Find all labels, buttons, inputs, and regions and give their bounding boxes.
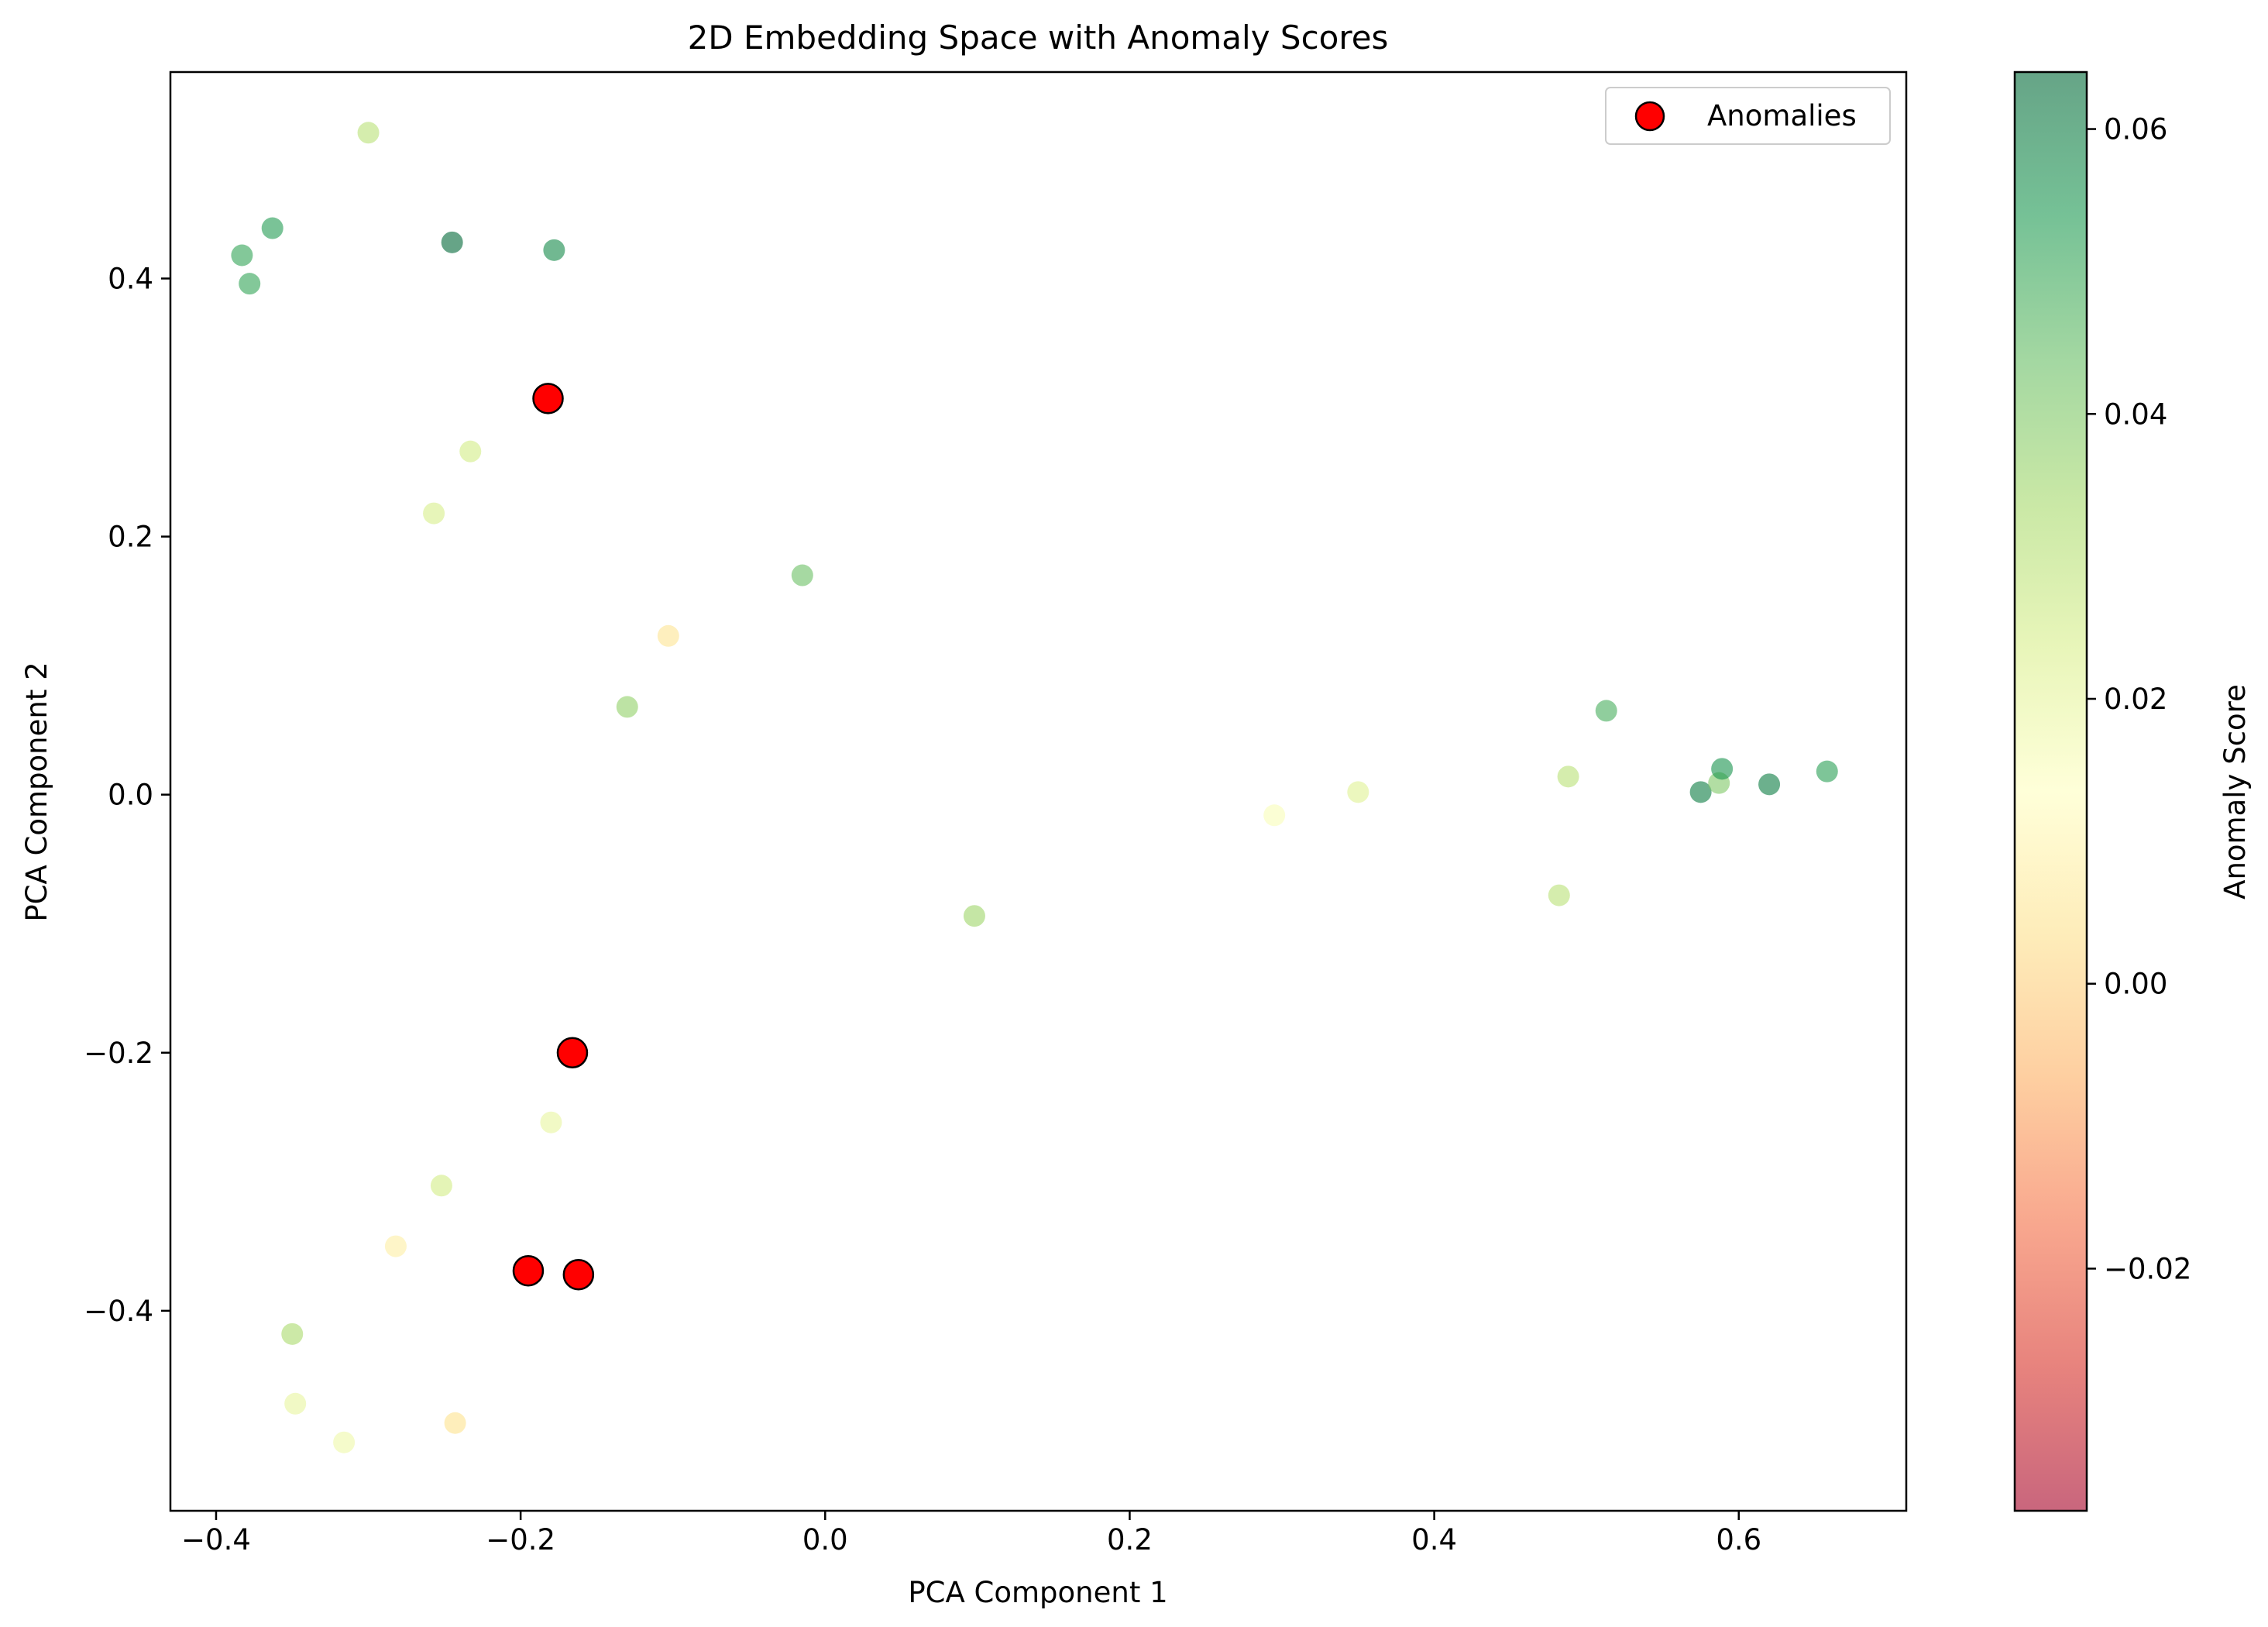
colorbar-frame [2013,71,2088,1512]
colorbar: −0.02 0.00 0.02 0.04 0.06 Anomaly Score [2013,71,2252,1512]
plot-frame [169,71,1908,1512]
points-layer [231,122,1838,1453]
x-axis-label: PCA Component 1 [908,1576,1167,1609]
legend-box [1605,87,1891,145]
data-point [239,273,261,295]
anomaly-point [532,383,564,414]
data-point [616,696,638,718]
colorbar-gradient [2015,72,2087,1511]
y-tick-label: −0.2 [84,1037,153,1070]
data-point [441,231,463,253]
data-point [1548,884,1570,906]
x-tick-label: 0.0 [802,1523,848,1556]
colorbar-tick-label: 0.00 [2104,968,2167,1001]
legend-label-anomalies: Anomalies [1707,99,1857,132]
data-point [231,244,253,267]
x-tick-label: −0.2 [486,1523,555,1556]
colorbar-tick-label: 0.02 [2104,683,2167,716]
x-tick-label: 0.6 [1716,1523,1761,1556]
colorbar-tick-label: 0.04 [2104,397,2167,431]
y-tick-label: 0.0 [108,779,153,812]
x-tick-label: 0.2 [1107,1523,1153,1556]
data-point [430,1175,452,1197]
data-point [1816,760,1838,783]
data-point [540,1111,562,1133]
data-point [1263,804,1286,827]
colorbar-tick-label: −0.02 [2104,1252,2191,1285]
colorbar-tick-label: 0.06 [2104,113,2167,146]
data-point [963,905,985,927]
data-point [261,217,284,239]
legend-marker-anomalies [1634,101,1665,132]
data-point [459,440,482,463]
x-tick-label: −0.4 [181,1523,251,1556]
data-point [281,1323,304,1345]
plot-area [169,71,1908,1512]
data-point [791,564,813,586]
chart-title: 2D Embedding Space with Anomaly Scores [688,19,1389,57]
y-tick-label: −0.4 [84,1295,153,1328]
data-point [1557,765,1579,788]
data-point [1347,781,1369,803]
colorbar-label: Anomaly Score [2218,684,2252,899]
data-point [384,1235,407,1257]
x-tick-label: 0.4 [1411,1523,1457,1556]
data-point [423,502,445,525]
data-point [1689,781,1712,803]
y-axis-label: PCA Component 2 [20,662,53,921]
data-point [333,1431,356,1453]
y-tick-label: 0.4 [108,262,153,295]
anomaly-point [562,1258,595,1291]
data-point [1595,700,1617,722]
x-axis: −0.4 −0.2 0.0 0.2 0.4 0.6 [181,1511,1761,1556]
y-tick-label: 0.2 [108,521,153,554]
colorbar-ticks: −0.02 0.00 0.02 0.04 0.06 [2087,113,2191,1285]
data-point [1758,773,1781,796]
legend: Anomalies [1605,87,1891,145]
data-point [1711,758,1734,780]
y-axis: −0.4 −0.2 0.0 0.2 0.4 [84,262,170,1328]
anomaly-point [556,1037,589,1069]
data-point [357,122,380,144]
data-point [444,1412,466,1434]
anomaly-point [512,1254,545,1287]
data-point [543,239,565,261]
data-point [657,624,679,647]
data-point [284,1392,307,1415]
